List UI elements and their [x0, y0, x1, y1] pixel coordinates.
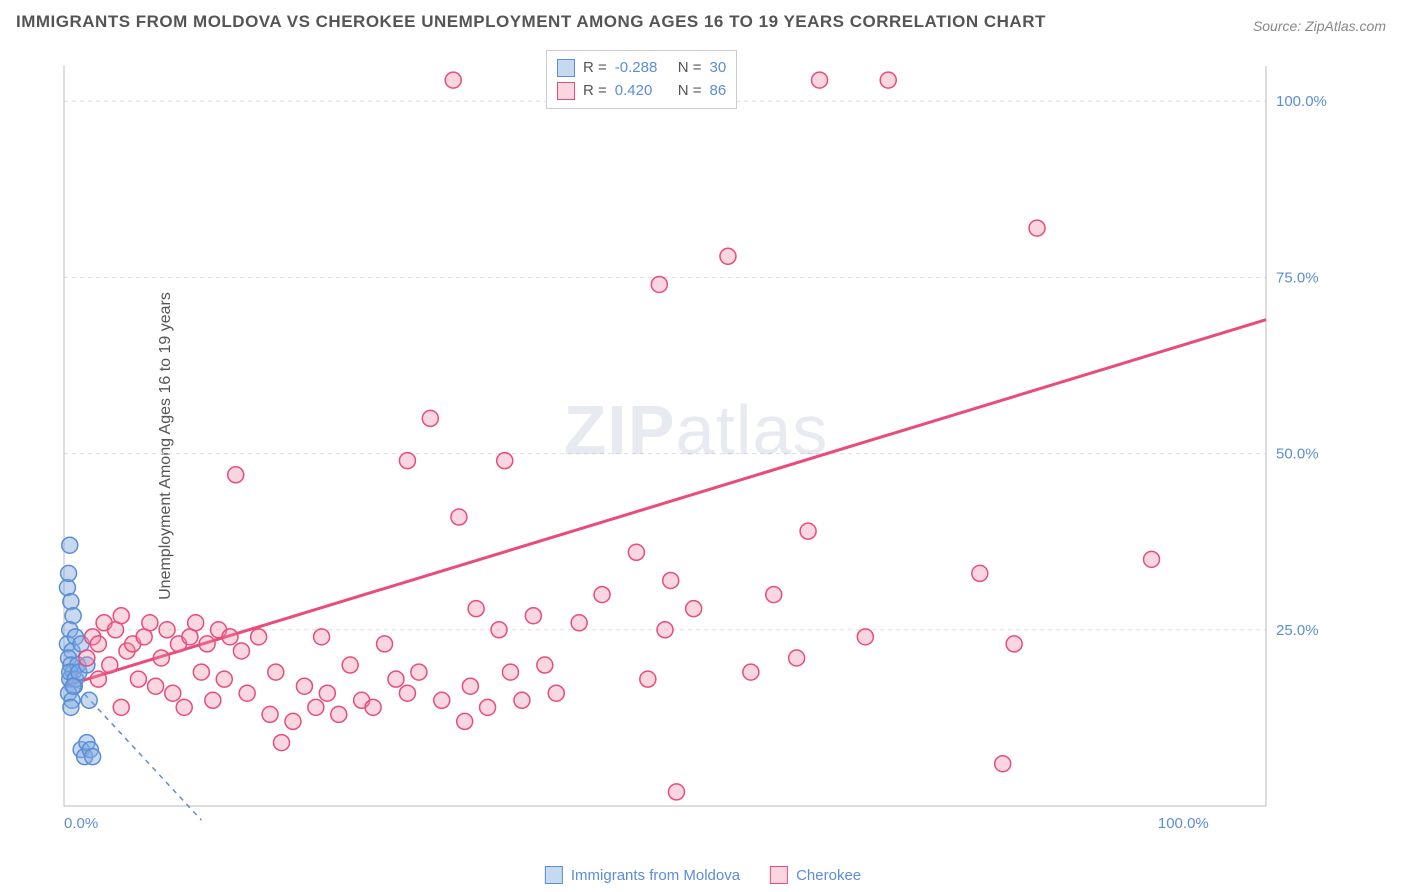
r-value: 0.420 [615, 80, 670, 103]
legend-item: Immigrants from Moldova [545, 866, 740, 884]
scatter-chart: 25.0% 50.0% 75.0% 100.0% 0.0% 100.0% [56, 46, 1336, 846]
svg-text:50.0%: 50.0% [1276, 446, 1319, 463]
legend-swatch [770, 866, 788, 884]
legend-swatch [545, 866, 563, 884]
r-value: -0.288 [615, 57, 670, 80]
legend-stat-row: R = -0.288 N = 30 [557, 57, 726, 80]
chart-area: 25.0%50.0%75.0%100.0%0.0%100.0% ZIPatlas… [56, 46, 1336, 846]
legend-label: Immigrants from Moldova [571, 867, 740, 884]
legend-swatch [557, 82, 575, 100]
n-value: 30 [710, 57, 727, 80]
svg-text:25.0%: 25.0% [1276, 622, 1319, 639]
r-label: R = [583, 80, 607, 103]
n-label: N = [678, 80, 702, 103]
legend-label: Cherokee [796, 867, 861, 884]
source-credit: Source: ZipAtlas.com [1253, 18, 1386, 34]
legend-item: Cherokee [770, 866, 861, 884]
svg-text:100.0%: 100.0% [1158, 815, 1209, 832]
correlation-legend: R = -0.288 N = 30 R = 0.420 N = 86 [546, 50, 737, 109]
svg-text:75.0%: 75.0% [1276, 269, 1319, 286]
svg-text:0.0%: 0.0% [64, 815, 98, 832]
n-value: 86 [710, 80, 727, 103]
chart-title: IMMIGRANTS FROM MOLDOVA VS CHEROKEE UNEM… [16, 12, 1046, 32]
legend-stat-row: R = 0.420 N = 86 [557, 80, 726, 103]
r-label: R = [583, 57, 607, 80]
n-label: N = [678, 57, 702, 80]
series-legend: Immigrants from Moldova Cherokee [545, 866, 861, 884]
svg-text:100.0%: 100.0% [1276, 93, 1327, 110]
legend-swatch [557, 59, 575, 77]
